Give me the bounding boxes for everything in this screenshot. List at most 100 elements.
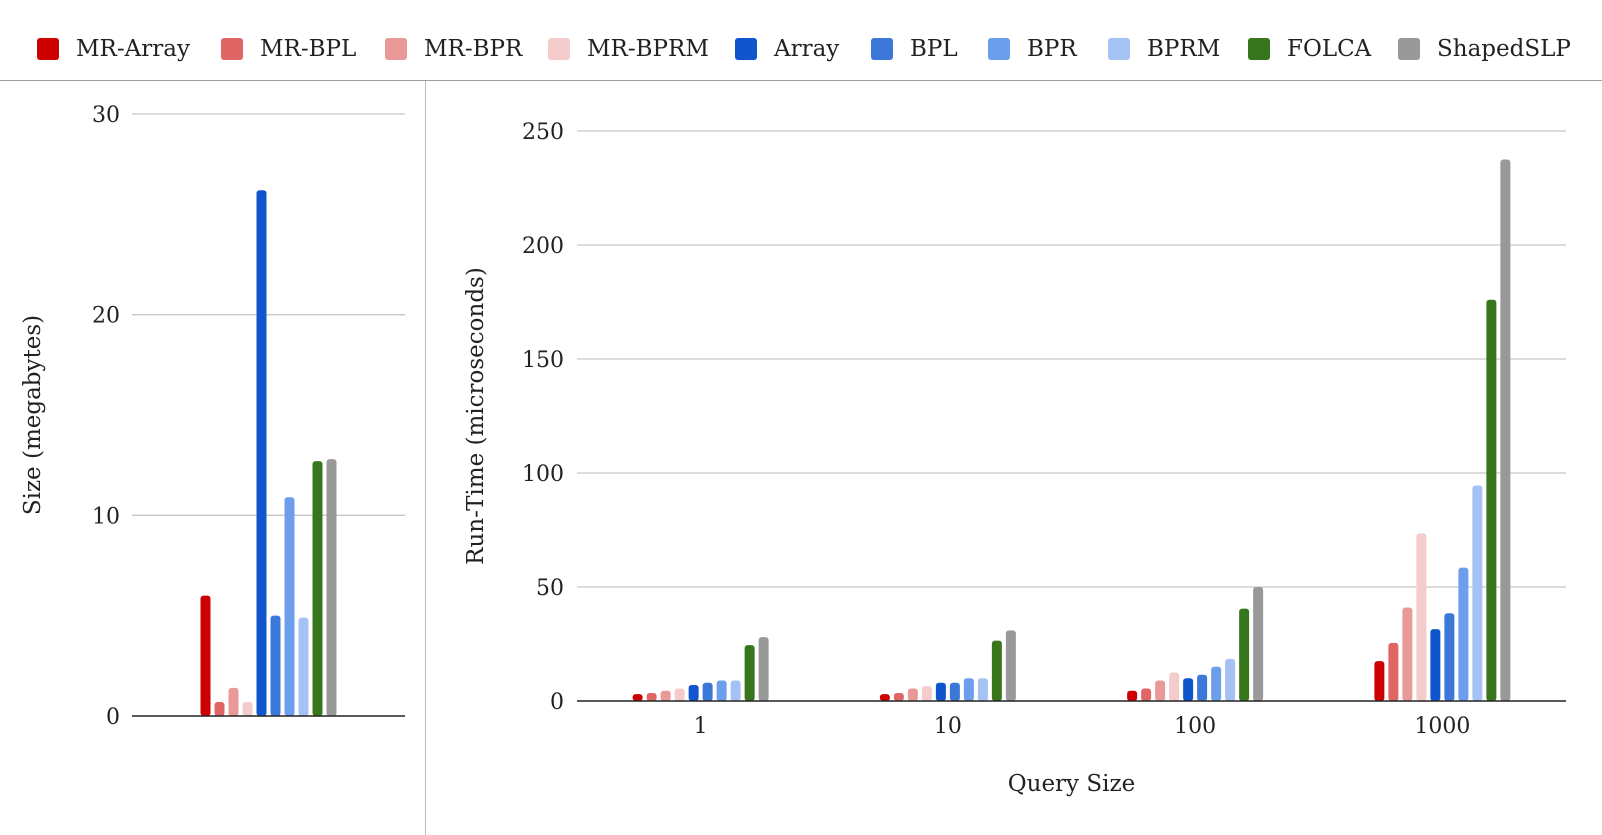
bar-bprm [977, 678, 988, 701]
bar-bpl [702, 682, 713, 701]
legend-item: FOLCA [1248, 36, 1371, 62]
bar-bpl [949, 682, 960, 701]
bar-array [935, 682, 946, 701]
bar-mr-bpl [1388, 642, 1399, 701]
legend-swatch [1398, 38, 1420, 60]
legend-item: MR-Array [37, 36, 190, 62]
legend-label: BPL [910, 36, 958, 62]
bar-folca [744, 645, 755, 701]
y-tick-label: 30 [92, 103, 120, 128]
bar-mr-bpr [660, 690, 671, 701]
legend-item: ShapedSLP [1398, 36, 1571, 62]
legend-swatch [871, 38, 893, 60]
legend-item: BPR [988, 36, 1077, 62]
legend-label: MR-BPL [260, 36, 357, 62]
legend-item: MR-BPL [221, 36, 356, 62]
y-tick-label: 100 [522, 462, 564, 487]
bar-bpr [716, 680, 727, 701]
bar-folca [312, 461, 323, 716]
y-tick-label: 20 [92, 304, 120, 329]
legend-swatch [385, 38, 407, 60]
legend-label: BPRM [1147, 36, 1221, 62]
bar-mr-bprm [1416, 533, 1427, 701]
bar-mr-bpr [1155, 680, 1166, 701]
legend-swatch [221, 38, 243, 60]
y-tick-label: 200 [522, 234, 564, 259]
legend-label: MR-BPR [424, 36, 523, 62]
legend-item: BPRM [1108, 36, 1220, 62]
bar-bpl [1444, 613, 1455, 701]
legend-swatch [988, 38, 1010, 60]
bar-bpr [1211, 666, 1222, 701]
legend-swatch [735, 38, 757, 60]
bar-mr-array [632, 694, 643, 701]
bar-mr-bprm [242, 701, 253, 716]
legend-swatch [1248, 38, 1270, 60]
bar-mr-array [879, 694, 890, 701]
x-tick-label: 1 [694, 714, 708, 739]
bar-mr-array [1374, 661, 1385, 701]
bar-mr-bpl [214, 701, 225, 716]
bar-bprm [730, 680, 741, 701]
legend-item: MR-BPR [385, 36, 522, 62]
bar-mr-bpr [1402, 607, 1413, 701]
bar-shapedslp [1253, 587, 1264, 701]
legend-item: Array [735, 36, 839, 62]
bar-array [256, 190, 267, 717]
bar-bprm [1472, 485, 1483, 701]
legend-label: Array [774, 36, 840, 62]
bar-bprm [298, 617, 309, 716]
bar-mr-array [200, 595, 211, 716]
bar-bpl [1197, 674, 1208, 701]
bar-shapedslp [326, 459, 337, 716]
y-axis-title: Size (megabytes) [20, 315, 46, 515]
bar-mr-array [1127, 690, 1138, 701]
x-tick-label: 1000 [1414, 714, 1470, 739]
y-axis-title: Run-Time (microseconds) [463, 267, 489, 565]
bar-folca [1486, 299, 1497, 701]
bar-array [688, 685, 699, 701]
bar-mr-bpl [893, 693, 904, 701]
bar-bpr [963, 678, 974, 701]
bar-mr-bpl [1141, 688, 1152, 701]
bar-bprm [1225, 658, 1236, 701]
bar-shapedslp [1005, 630, 1016, 701]
y-tick-label: 10 [92, 504, 120, 529]
bar-bpl [270, 615, 281, 716]
legend-item: MR-BPRM [548, 36, 709, 62]
legend-label: BPR [1027, 36, 1077, 62]
panel-divider [425, 81, 426, 835]
bar-mr-bpr [907, 688, 918, 701]
legend-item: BPL [871, 36, 958, 62]
y-tick-label: 0 [550, 690, 564, 715]
bar-mr-bprm [1169, 672, 1180, 701]
bar-mr-bpr [228, 687, 239, 716]
legend-swatch [37, 38, 59, 60]
bar-mr-bprm [674, 688, 685, 701]
bar-bpr [284, 497, 295, 716]
y-tick-label: 250 [522, 120, 564, 145]
bar-folca [991, 640, 1002, 701]
legend-label: FOLCA [1287, 36, 1372, 62]
bar-shapedslp [1500, 159, 1511, 701]
legend-label: MR-Array [76, 36, 190, 62]
legend-swatch [548, 38, 570, 60]
legend-swatch [1108, 38, 1130, 60]
y-tick-label: 50 [536, 576, 564, 601]
legend-label: ShapedSLP [1437, 36, 1571, 62]
y-tick-label: 150 [522, 348, 564, 373]
x-tick-label: 100 [1174, 714, 1216, 739]
bar-array [1183, 678, 1194, 701]
y-tick-label: 0 [106, 705, 120, 730]
bar-folca [1239, 608, 1250, 701]
bar-bpr [1458, 567, 1469, 701]
size-chart: 0 10 20 30 Size (megabytes) [20, 103, 405, 730]
bar-mr-bpl [646, 693, 657, 701]
legend: MR-Array MR-BPL MR-BPR MR-BPRM Array BPL BPR BP… [0, 0, 1602, 81]
legend-label: MR-BPRM [587, 36, 709, 62]
bar-shapedslp [758, 637, 769, 701]
bar-array [1430, 629, 1441, 701]
bar-mr-bprm [921, 686, 932, 701]
x-axis-title: Query Size [1008, 771, 1135, 797]
